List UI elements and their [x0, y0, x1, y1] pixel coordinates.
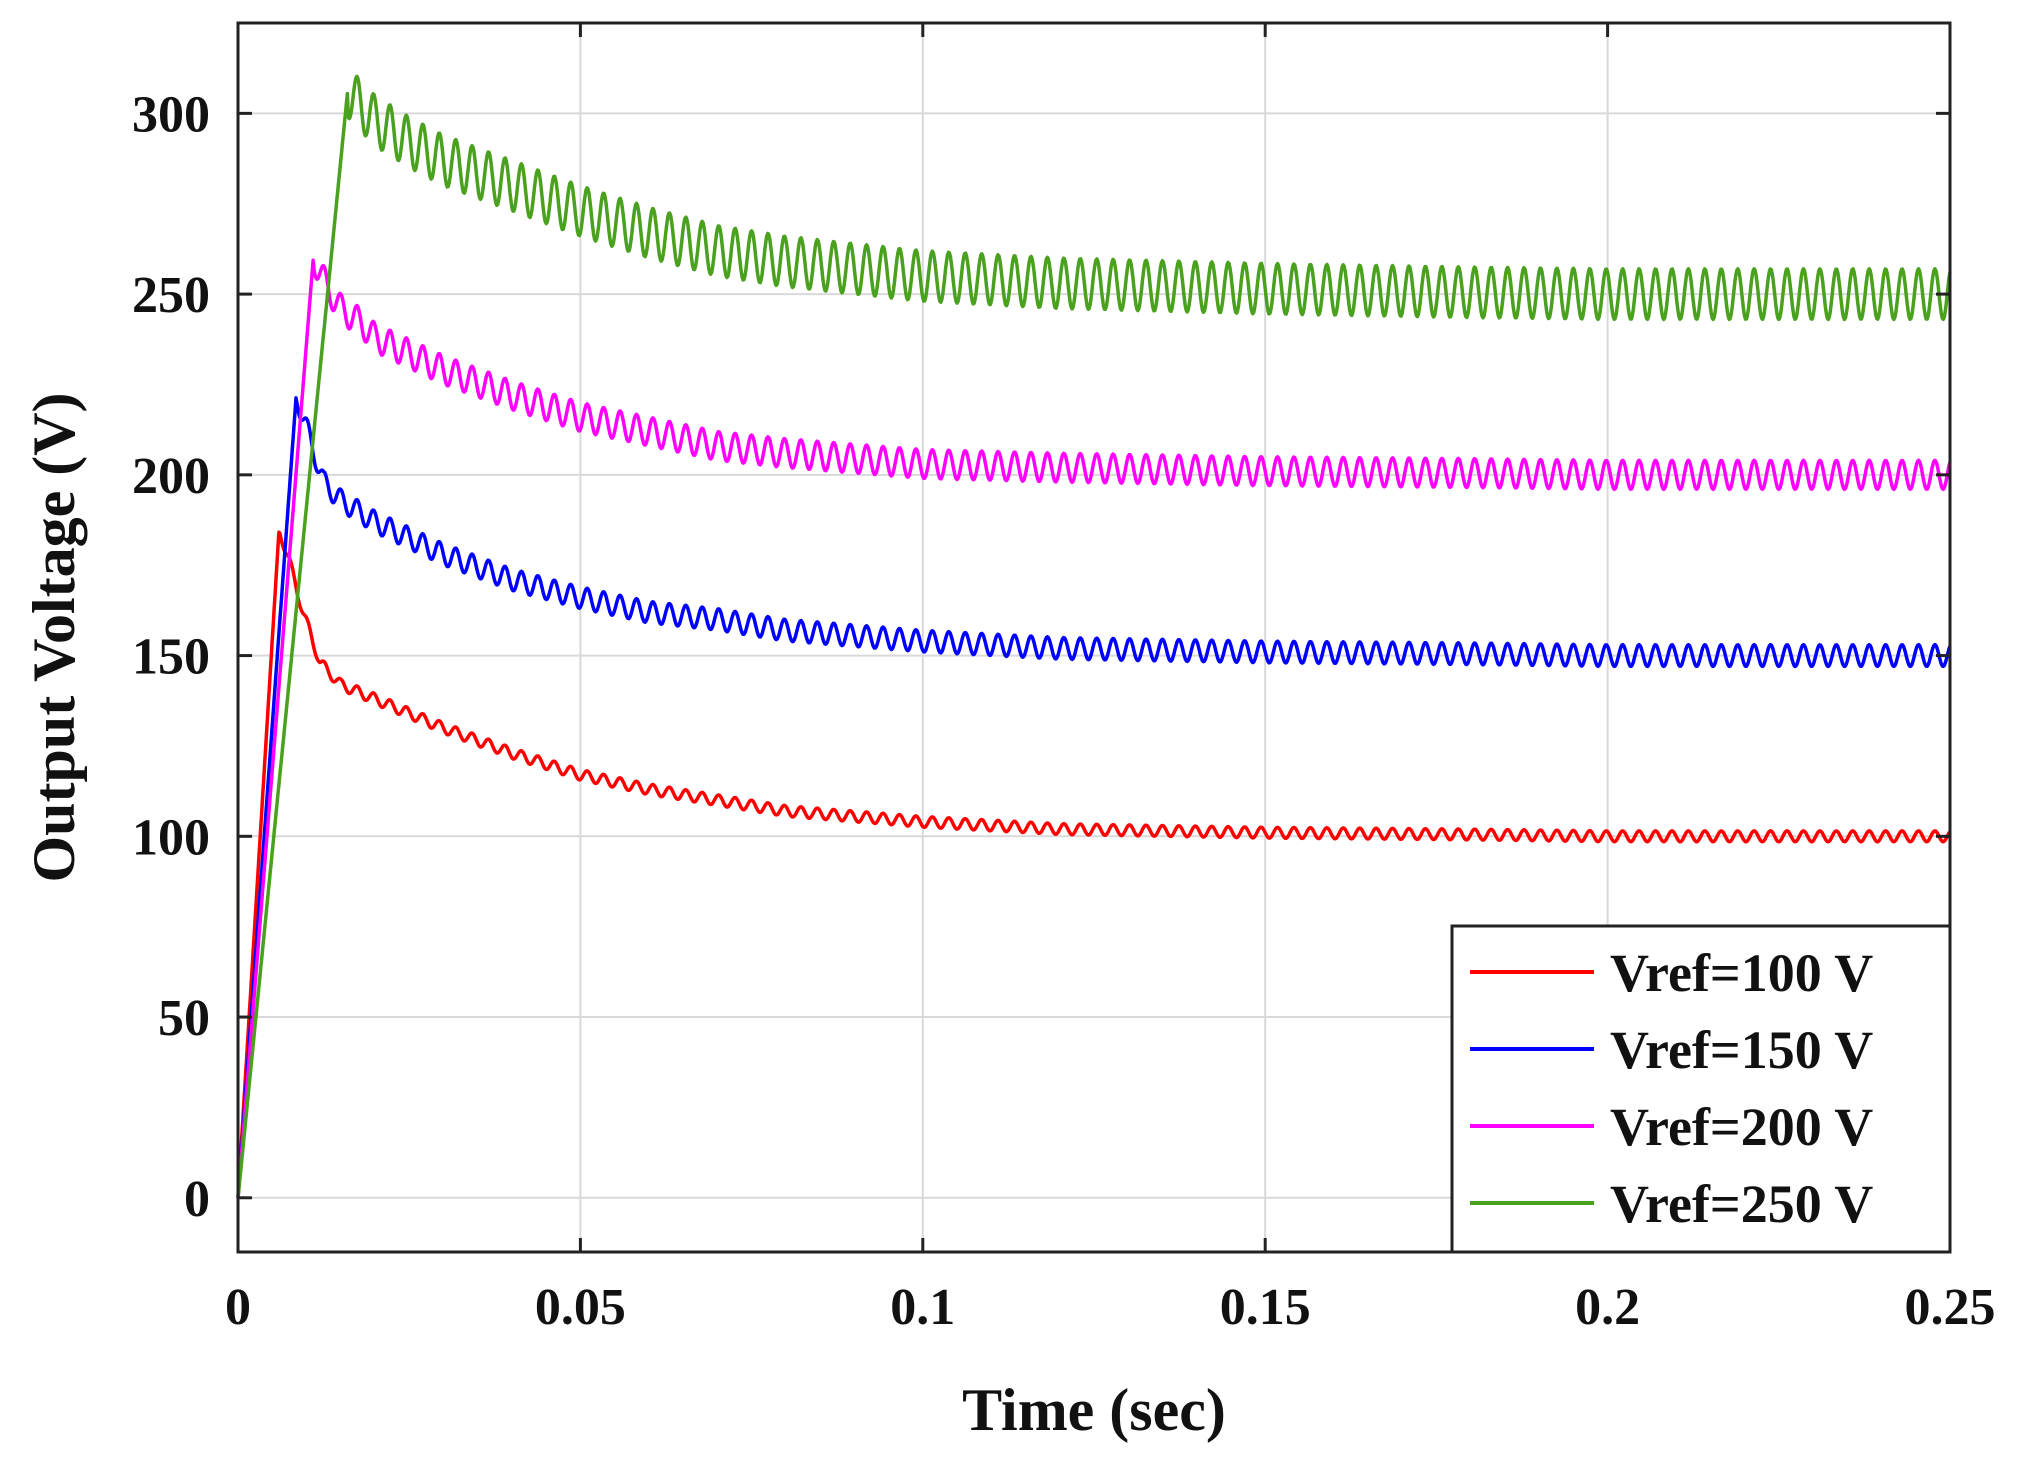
legend-box: [1450, 924, 1952, 1254]
x-tick-label: 0.25: [1905, 1279, 1996, 1336]
x-tick-label: 0.15: [1220, 1279, 1311, 1336]
y-tick-label: 300: [132, 86, 210, 143]
series-layer: [236, 74, 1952, 1198]
x-tick-label: 0.2: [1575, 1279, 1640, 1336]
grid: [237, 23, 1951, 1252]
axis-ticks: 0 0.05 0.1 0.15 0.2 0.25 0 50 100 150 200 250 300: [132, 23, 1996, 1336]
y-tick-label: 150: [132, 629, 210, 686]
series-line-vref-250-v: [236, 74, 1952, 1198]
series-line-vref-200-v: [236, 258, 1952, 1198]
x-axis-label: Time (sec): [962, 1377, 1226, 1443]
plot-frame: [236, 21, 1952, 1254]
legend-label: Vref=250 V: [1610, 1174, 1873, 1234]
y-tick-label: 250: [132, 267, 210, 324]
y-tick-label: 0: [184, 1171, 210, 1228]
x-tick-label: 0.1: [890, 1279, 955, 1336]
y-tick-label: 50: [158, 990, 210, 1047]
legend-label: Vref=150 V: [1610, 1020, 1873, 1080]
legend-label: Vref=200 V: [1610, 1097, 1873, 1157]
legend-label: Vref=100 V: [1610, 943, 1873, 1003]
y-axis-label: Output Voltage (V): [21, 392, 87, 882]
series-line-vref-150-v: [236, 396, 1952, 1198]
y-tick-label: 100: [132, 809, 210, 866]
legend: Vref=100 V Vref=150 V Vref=200 V Vref=250 V: [1450, 924, 1952, 1254]
series-line-vref-100-v: [236, 530, 1952, 1198]
legend-entries: Vref=100 V Vref=150 V Vref=200 V Vref=250 V: [1470, 943, 1873, 1234]
x-tick-label: 0: [225, 1279, 251, 1336]
y-tick-label: 200: [132, 448, 210, 505]
x-tick-label: 0.05: [535, 1279, 626, 1336]
